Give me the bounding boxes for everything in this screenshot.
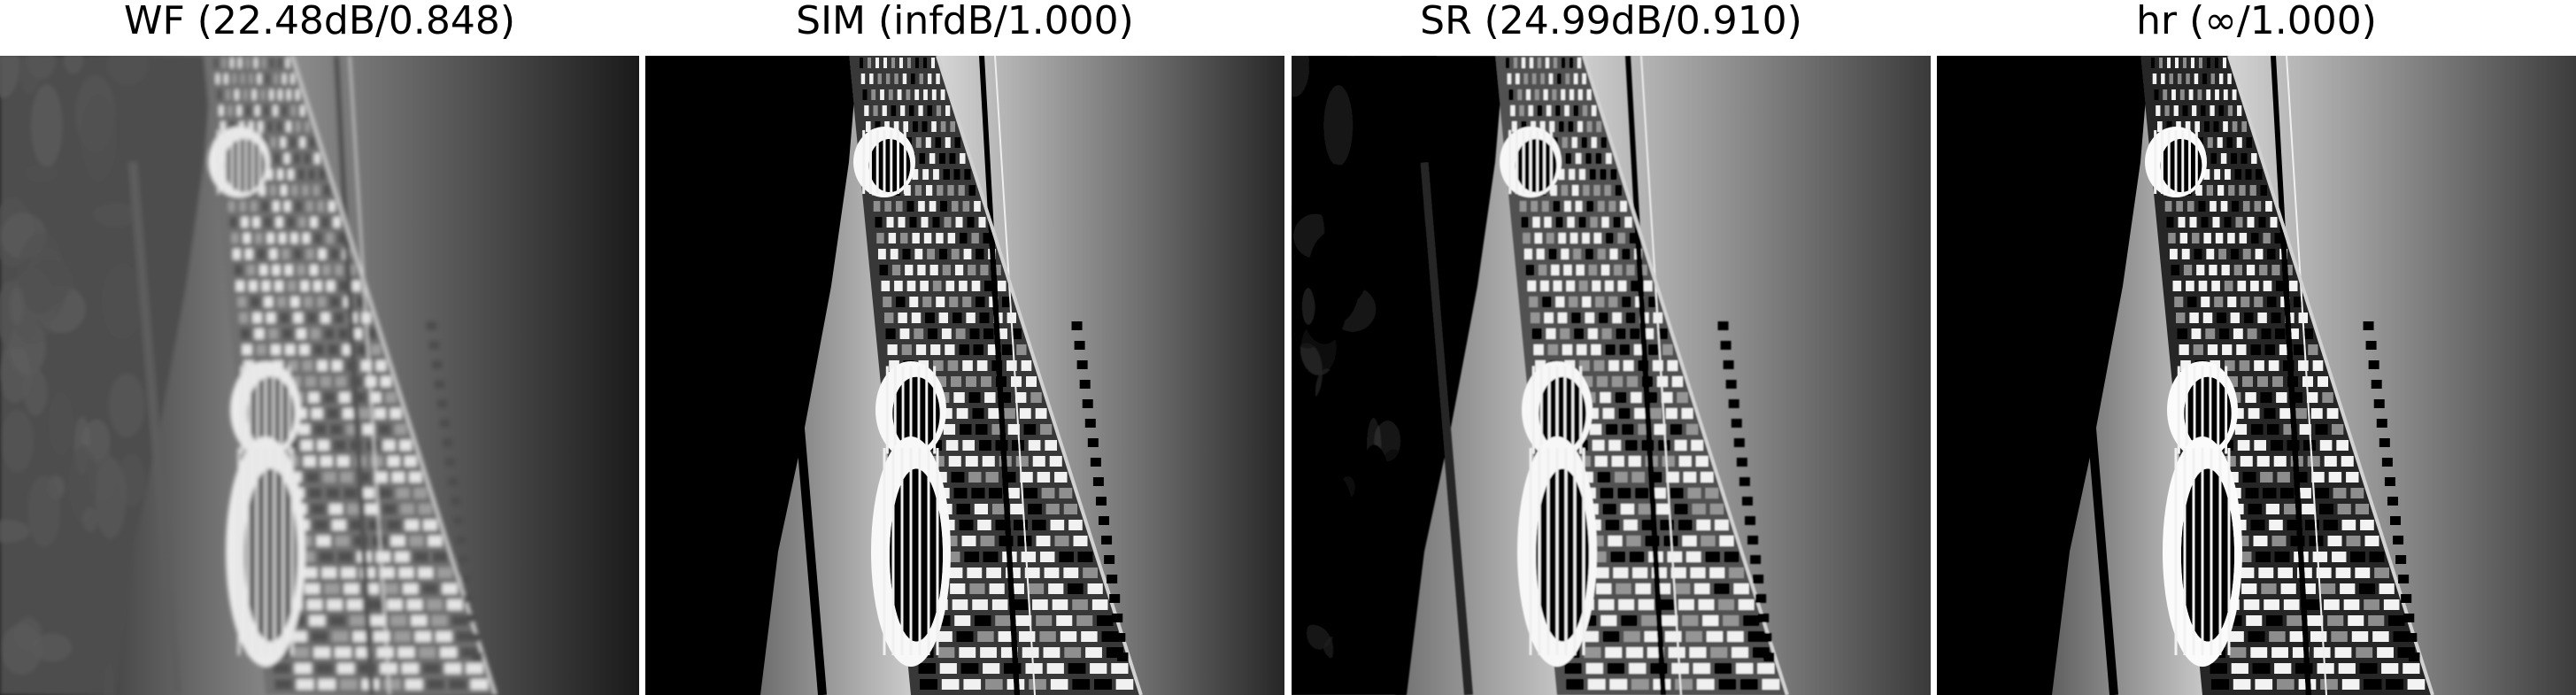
- panel-sim: SIM (infdB/1.000): [645, 0, 1284, 695]
- panel-title: WF (22.48dB/0.848): [124, 0, 515, 43]
- panel-wf: WF (22.48dB/0.848): [0, 0, 639, 695]
- panel-title: SR (24.99dB/0.910): [1420, 0, 1802, 43]
- city-street-photo-icon: [0, 56, 639, 695]
- panel-hr: hr (∞/1.000): [1937, 0, 2576, 695]
- city-street-photo-icon: [1937, 56, 2576, 695]
- city-street-photo-icon: [1292, 56, 1931, 695]
- panel-title: hr (∞/1.000): [2136, 0, 2377, 43]
- city-street-photo-icon: [645, 56, 1284, 695]
- panel-sr: SR (24.99dB/0.910): [1292, 0, 1931, 695]
- panel-title: SIM (infdB/1.000): [796, 0, 1134, 43]
